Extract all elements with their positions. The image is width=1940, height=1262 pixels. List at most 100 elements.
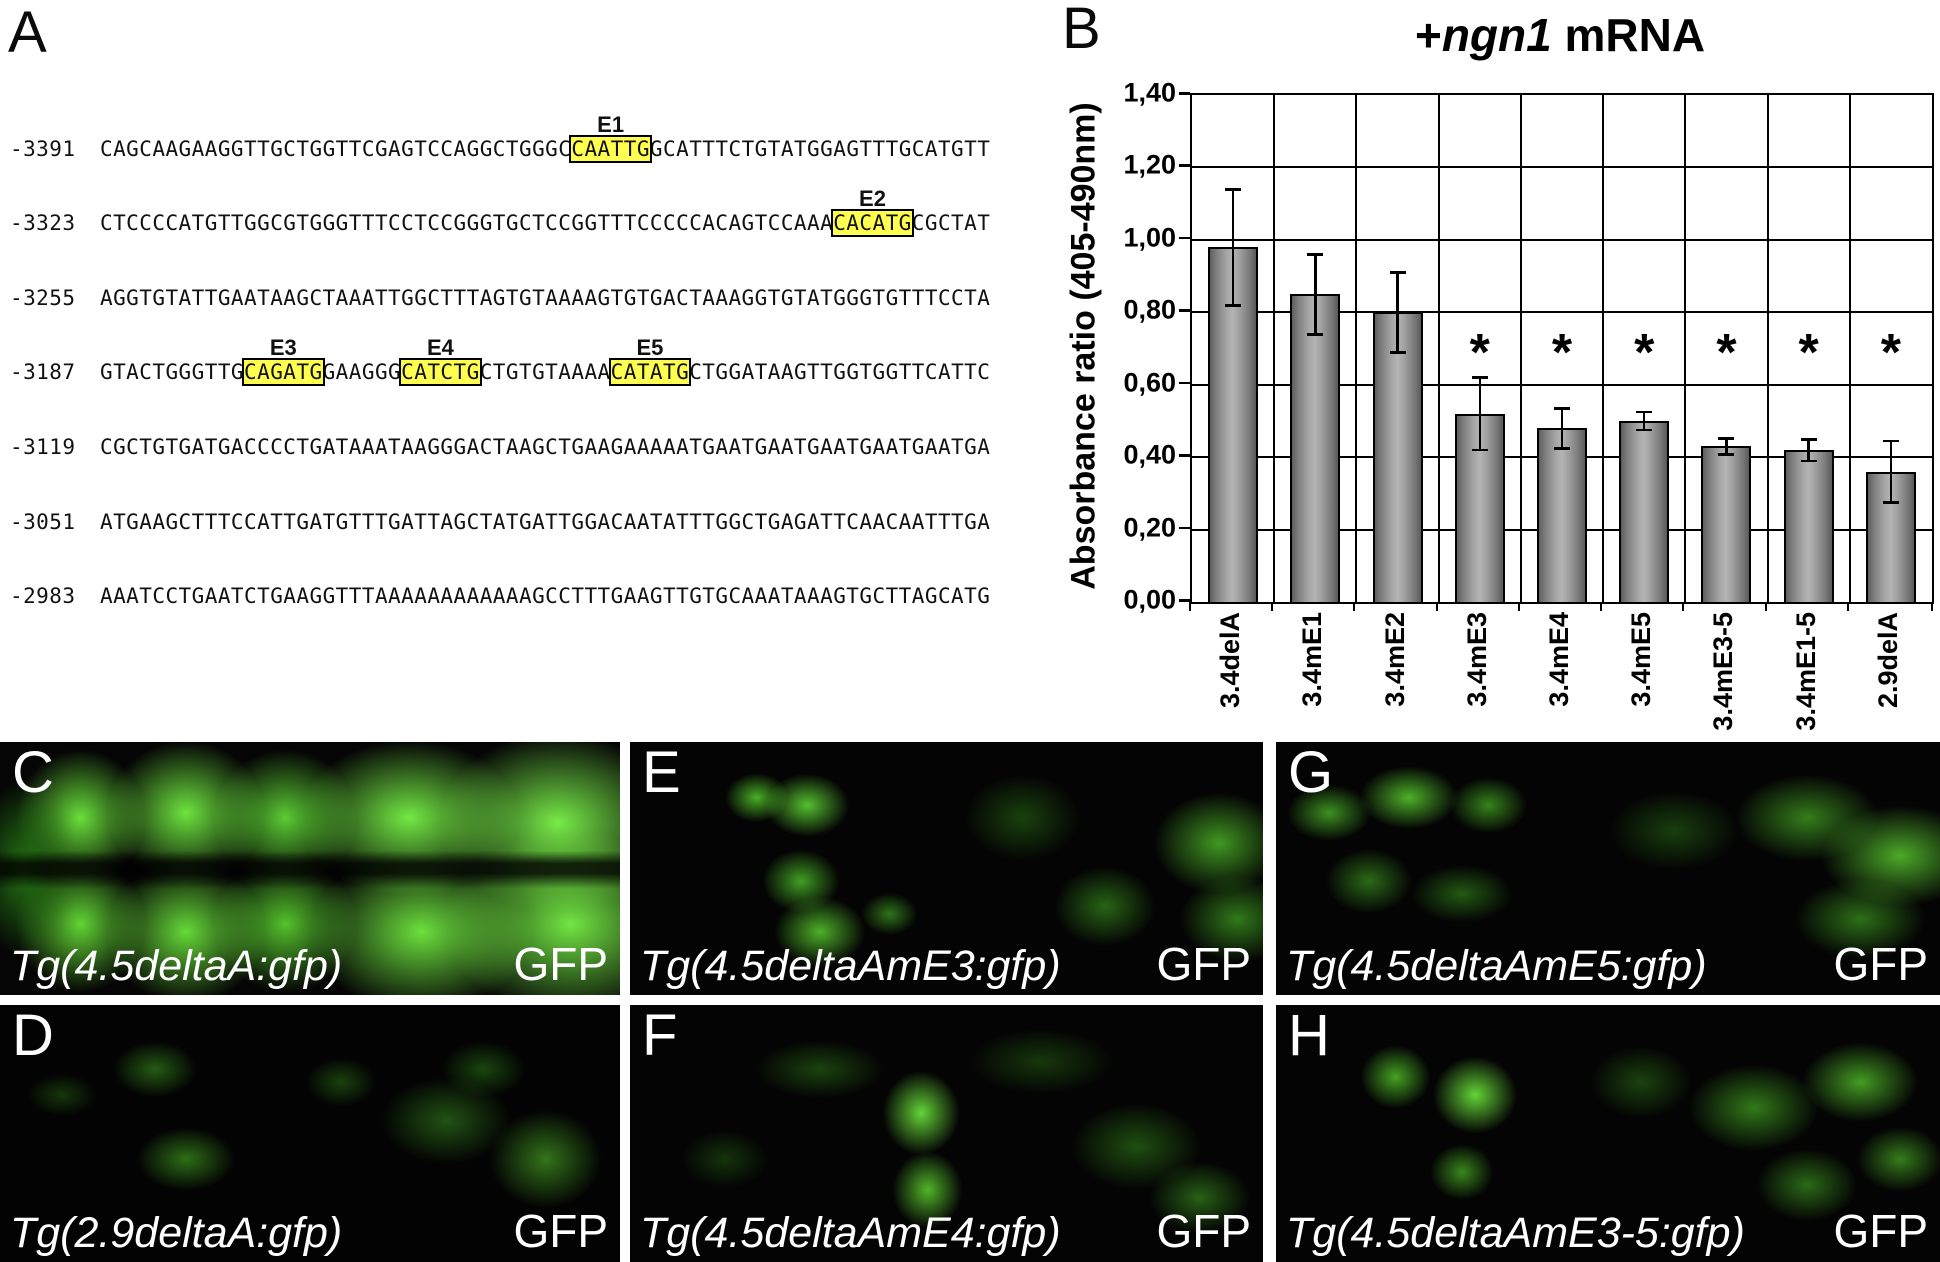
construct-label: Tg(4.5deltaAmE3-5:gfp)	[1286, 1208, 1745, 1257]
category-gridline	[1684, 95, 1687, 602]
panel-c-letter: C	[12, 742, 54, 805]
panel-f-letter: F	[642, 1005, 678, 1068]
bar-3.4mE2	[1372, 312, 1423, 602]
micrograph-g: G Tg(4.5deltaAmE5:gfp) GFP	[1276, 742, 1940, 995]
x-tick-mark	[1353, 602, 1356, 611]
sequence-line: -3187 GTACTGGGTTGCAGATG E3 GAAGGGCATCTG E4 CT…	[10, 335, 990, 387]
x-tick-mark	[1600, 602, 1603, 611]
construct-label: Tg(4.5deltaAmE4:gfp)	[640, 1208, 1061, 1257]
micrograph-c: C Tg(4.5deltaA:gfp) GFP	[0, 742, 620, 995]
gridline	[1192, 383, 1932, 386]
sequence-segment: CAGCAAGAAGGTTGCTGGTTCGAGTCCAGGCTGGGC	[100, 136, 572, 161]
bar-3.4mE4	[1537, 428, 1587, 602]
error-cap-bottom	[1636, 428, 1653, 432]
ebox-e3: CAGATG E3	[242, 335, 325, 387]
construct-label: Tg(4.5deltaA:gfp)	[10, 941, 343, 990]
error-bar	[1560, 408, 1564, 449]
sequence-segment: CTGTGTAAAA	[479, 360, 611, 385]
ebox-label: E2	[859, 186, 886, 212]
micrograph-d: D Tg(2.9deltaA:gfp) GFP	[0, 1005, 620, 1262]
error-bar	[1396, 272, 1399, 353]
ebox-e1: CAATTG E1	[569, 111, 652, 163]
panel-g-letter: G	[1288, 742, 1334, 805]
significance-star: *	[1634, 323, 1655, 382]
y-tick-label: 0,00	[1123, 584, 1176, 615]
bar-3.4mE5	[1619, 420, 1670, 602]
construct-label: Tg(4.5deltaAmE5:gfp)	[1286, 941, 1707, 990]
sequence-position: -3255	[10, 285, 76, 310]
y-tick-label: 0,40	[1123, 439, 1176, 470]
y-tick-mark	[1179, 599, 1190, 602]
ebox-e4: CATCTG E4	[399, 335, 482, 387]
y-tick-label: 0,60	[1123, 367, 1176, 398]
error-cap-top	[1389, 271, 1406, 274]
panel-h-letter: H	[1288, 1005, 1330, 1068]
sequence-segment: GCATTTCTGTATGGAGTTTGCATGTT	[649, 136, 991, 161]
sequence-line: -3255 AGGTGTATTGAATAAGCTAAATTGGCTTTAGTGTA…	[10, 286, 990, 310]
x-tick-mark	[1271, 602, 1274, 611]
error-cap-bottom	[1554, 447, 1570, 450]
error-bar	[1314, 254, 1317, 334]
error-bar	[1478, 377, 1482, 450]
channel-label: GFP	[1833, 1205, 1928, 1258]
error-cap-bottom	[1882, 501, 1899, 504]
panel-d-letter: D	[12, 1005, 54, 1068]
error-cap-top	[1882, 439, 1899, 443]
category-gridline	[1519, 95, 1522, 602]
error-cap-bottom	[1225, 304, 1242, 307]
error-cap-top	[1718, 437, 1735, 440]
y-tick-mark	[1179, 236, 1190, 240]
sequence-segment: CTCCCCATGTTGGCGTGGGTTTCCTCCGGGTGCTCCGGTT…	[100, 211, 834, 236]
y-tick-mark	[1179, 92, 1190, 95]
channel-label: GFP	[1156, 1205, 1251, 1258]
sequence-segment: CGCTGTGATGACCCCTGATAAATAAGGGACTAAGCTGAAG…	[100, 434, 991, 459]
channel-label: GFP	[1833, 938, 1928, 991]
error-cap-bottom	[1718, 453, 1735, 456]
error-cap-top	[1636, 410, 1653, 414]
sequence-position: -3119	[10, 434, 76, 459]
gridline	[1192, 166, 1932, 169]
bar-3.4mE1-5	[1783, 449, 1834, 602]
category-gridline	[1355, 95, 1358, 602]
significance-star: *	[1469, 323, 1490, 382]
chart-title-gene: ngn1	[1441, 9, 1552, 61]
category-gridline	[1273, 95, 1276, 602]
ebox-label: E3	[269, 335, 297, 361]
ebox-e5: CATATG E5	[608, 335, 692, 387]
y-tick-mark	[1179, 381, 1190, 385]
error-cap-bottom	[1389, 351, 1406, 354]
sequence-position: -3323	[10, 211, 76, 236]
channel-label: GFP	[513, 1205, 608, 1258]
significance-star: *	[1798, 323, 1819, 382]
micrograph-e: E Tg(4.5deltaAmE3:gfp) GFP	[630, 742, 1263, 995]
y-tick-mark	[1179, 454, 1190, 457]
panel-b: B +ngn1 mRNA Absorbance ratio (405-490nm…	[1050, 0, 1940, 742]
gridline	[1192, 311, 1932, 314]
sequence-line: -2983 AAATCCTGAATCTGAAGGTTTAAAAAAAAAAAAGC…	[10, 584, 990, 608]
y-tick-mark	[1179, 526, 1190, 530]
sequence-position: -3187	[10, 360, 76, 385]
x-tick-label: 3.4mE3	[1461, 612, 1492, 707]
micrograph-grid: C Tg(4.5deltaA:gfp) GFP E Tg(4.5deltaAmE…	[0, 742, 1940, 1262]
y-tick-label: 1,40	[1123, 77, 1176, 108]
y-tick-label: 1,00	[1123, 222, 1176, 253]
error-bar	[1725, 438, 1728, 455]
bar-chart-plot-area: * * * * * *	[1190, 93, 1934, 604]
gridline	[1192, 238, 1932, 241]
ebox-label: E5	[636, 335, 664, 361]
category-gridline	[1766, 95, 1769, 602]
error-cap-bottom	[1307, 333, 1324, 336]
ebox-e2: CACATG E2	[831, 186, 914, 238]
sequence-position: -2983	[10, 584, 76, 609]
panel-e-letter: E	[642, 742, 681, 805]
x-tick-mark	[1931, 602, 1933, 611]
sequence-segment: ATGAAGCTTTCCATTGATGTTTGATTAGCTATGATTGGAC…	[100, 509, 991, 534]
construct-label: Tg(4.5deltaAmE3:gfp)	[640, 941, 1061, 990]
sequence-position: -3051	[10, 509, 76, 534]
x-tick-mark	[1846, 602, 1849, 611]
chart-title: +ngn1 mRNA	[1415, 8, 1705, 62]
y-tick-label: 1,20	[1123, 149, 1176, 180]
error-cap-top	[1225, 188, 1242, 191]
construct-label: Tg(2.9deltaA:gfp)	[10, 1208, 343, 1257]
